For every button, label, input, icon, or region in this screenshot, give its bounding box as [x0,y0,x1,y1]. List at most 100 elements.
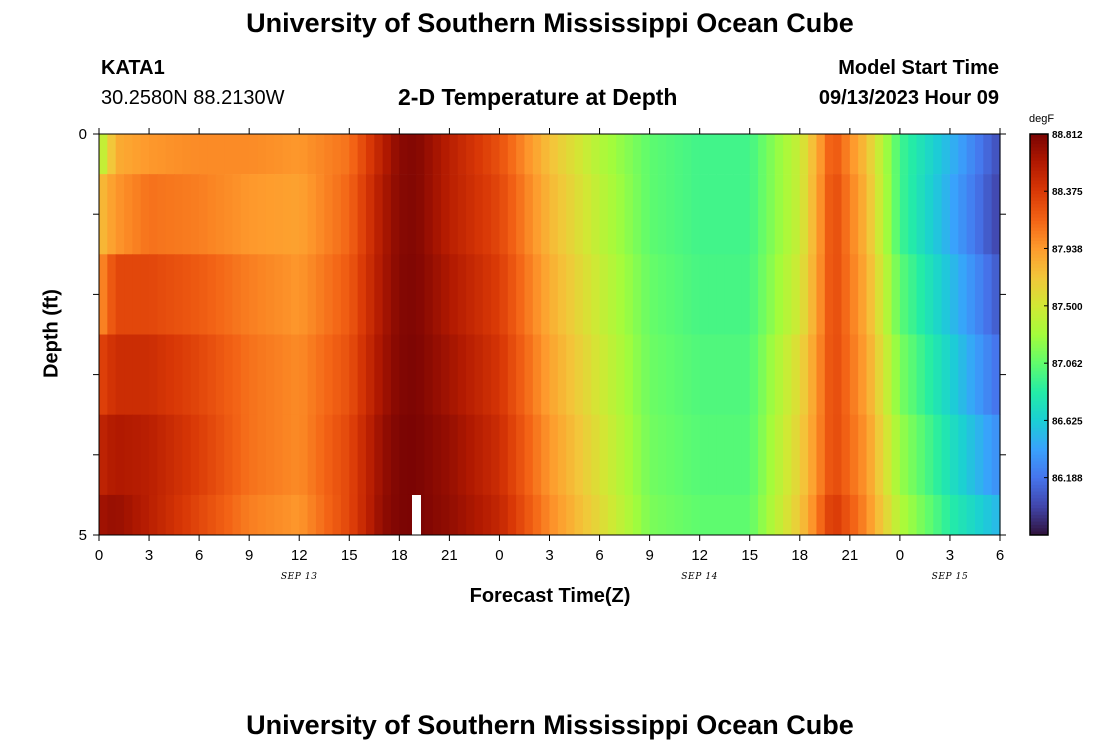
heatmap-cell [983,254,993,335]
heatmap-cell [808,134,818,175]
heatmap-cell [708,254,717,335]
heatmap-cell [674,494,684,536]
heatmap-cell [257,494,267,536]
station-id: KATA1 [101,57,165,79]
heatmap-cell [332,174,342,255]
heatmap-cell [349,134,359,175]
heatmap-cell [132,334,142,415]
colorbar-segment [1030,431,1048,436]
heatmap-cell [557,254,567,335]
heatmap-cell [107,134,117,175]
heatmap-cell [441,134,450,175]
heatmap-cell [207,134,217,175]
heatmap-cell [958,414,968,496]
heatmap-cell [149,174,158,255]
x-date-label: SEP 13 [281,572,318,582]
heatmap-cell [315,414,325,496]
heatmap-cell [532,414,542,496]
heatmap-cell [841,134,851,175]
colorbar-segment [1030,498,1048,503]
heatmap-cell [624,334,634,415]
heatmap-cell [307,414,317,496]
heatmap-cell [649,494,659,536]
heatmap-cell [215,334,225,415]
heatmap-cell [916,414,926,496]
heatmap-cell [607,174,617,255]
heatmap-cell [958,174,968,255]
heatmap-cell [616,494,626,536]
heatmap-cell [240,414,250,496]
heatmap-cell [340,174,350,255]
heatmap-cell [816,254,826,335]
colorbar-segment [1030,364,1048,369]
heatmap-cell [182,134,192,175]
heatmap-cell [657,334,667,415]
heatmap-cell [582,494,592,536]
heatmap-cell [891,334,901,415]
heatmap-cell [566,414,576,496]
heatmap-cell [933,414,943,496]
heatmap-cell [958,134,968,175]
heatmap-cells [99,134,1001,536]
heatmap-cell [591,174,601,255]
heatmap-cell [783,254,793,335]
heatmap-cell [299,334,309,415]
colorbar-tick-label: 87.062 [1052,359,1083,370]
heatmap-cell [983,494,993,536]
heatmap-cell [824,254,834,335]
heatmap-cell [632,494,642,536]
heatmap-cell [808,174,818,255]
heatmap-cell [591,254,601,335]
heatmap-cell [240,174,250,255]
colorbar-segment [1030,451,1048,456]
colorbar-segment [1030,458,1048,462]
heatmap-cell [491,174,501,255]
heatmap-cell [290,334,300,415]
colorbar-segment [1030,514,1048,519]
heatmap-cell [357,334,367,415]
heatmap-cell [349,174,359,255]
heatmap-cell [99,134,108,175]
heatmap-cell [507,134,517,175]
heatmap-cell [290,414,300,496]
x-tick-label: 21 [441,547,458,564]
heatmap-cell [758,494,768,536]
colorbar-segment [1030,494,1048,499]
colorbar-segment [1030,167,1048,172]
heatmap-cell [190,174,200,255]
heatmap-cell [174,494,184,536]
heatmap-cell [332,414,342,496]
heatmap-cell [783,174,793,255]
heatmap-cell [674,254,684,335]
colorbar-segment [1030,284,1048,289]
x-tick-label: 0 [95,547,103,564]
colorbar-segment [1030,371,1048,376]
heatmap-cell [566,494,576,536]
colorbar-segment [1030,471,1048,476]
heatmap-cell [524,334,534,415]
heatmap-cell [866,414,876,496]
heatmap-cell [699,494,709,536]
heatmap-cell [716,254,726,335]
heatmap-cell [991,334,1001,415]
heatmap-cell [424,134,434,175]
colorbar-segment [1030,401,1048,406]
heatmap-cell [382,414,392,496]
heatmap-cell [524,414,534,496]
heatmap-cell [599,334,609,415]
colorbar-segment [1030,521,1048,526]
heatmap-cell [474,254,484,335]
colorbar-segment [1030,474,1048,479]
heatmap-cell [499,414,509,496]
colorbar-segment [1030,187,1048,192]
heatmap-cell [482,494,492,536]
heatmap-cell [591,134,601,175]
heatmap-cell [299,174,309,255]
heatmap-cell [541,494,551,536]
heatmap-cell [132,254,142,335]
heatmap-cell [849,174,859,255]
heatmap-cell [432,494,442,536]
heatmap-cell [899,134,909,175]
heatmap-cell [532,494,542,536]
heatmap-cell [182,414,192,496]
